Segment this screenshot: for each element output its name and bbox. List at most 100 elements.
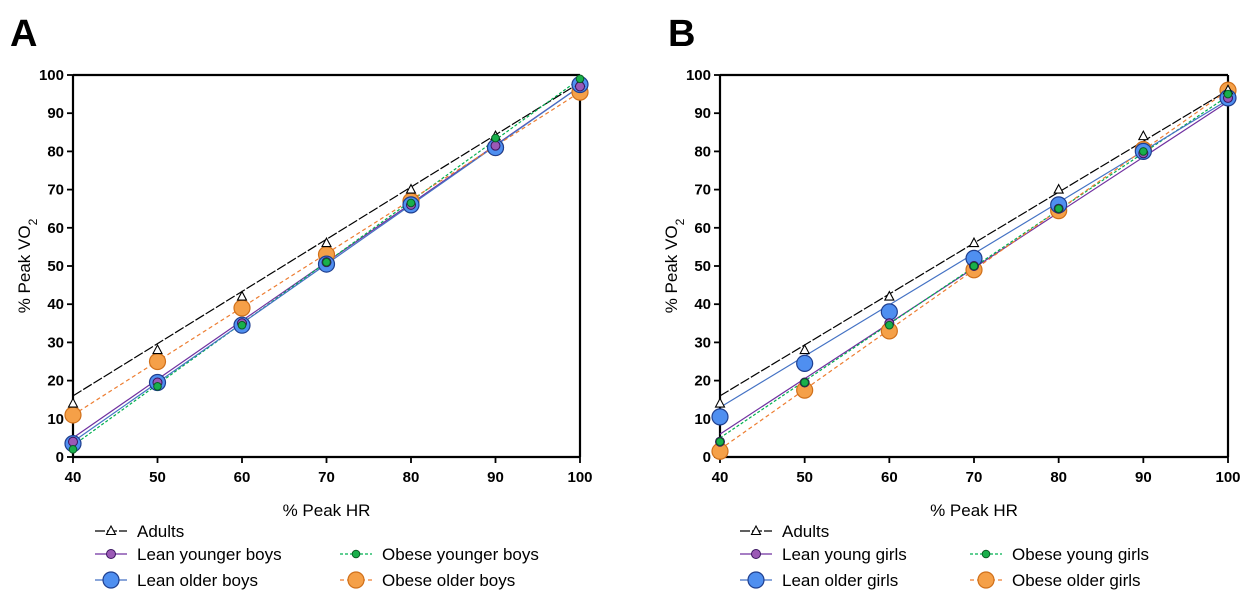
legend-entry: Obese older girls (970, 571, 1141, 590)
y-tick-label: 20 (47, 373, 64, 390)
y-tick-label: 10 (47, 411, 64, 428)
x-tick-label: 100 (567, 469, 592, 486)
y-tick-label: 90 (694, 105, 711, 122)
data-point (152, 343, 163, 355)
data-point (321, 236, 332, 248)
legend-label: Lean older boys (137, 571, 258, 590)
legend-entry: Obese older boys (340, 571, 515, 590)
x-tick-label: 50 (149, 469, 166, 486)
panel-letter: A (10, 13, 37, 55)
data-point (800, 378, 809, 387)
data-point (237, 320, 247, 330)
y-tick-label: 70 (694, 182, 711, 199)
data-point (969, 261, 979, 271)
legend-entry: Lean older girls (740, 571, 898, 590)
x-tick-label: 100 (1215, 469, 1240, 486)
legend-marker (751, 549, 761, 559)
data-point (406, 198, 416, 208)
data-point (236, 290, 248, 301)
data-point (1137, 129, 1149, 141)
data-point (68, 436, 78, 447)
y-tick-label: 50 (694, 258, 711, 275)
data-point (880, 303, 898, 321)
legend-entry: Lean older boys (95, 571, 258, 590)
y-tick-label: 70 (47, 182, 64, 199)
data-point (796, 354, 814, 373)
legend-entry: Obese younger boys (340, 545, 539, 564)
legend-label: Lean young girls (782, 545, 907, 564)
data-point (491, 133, 500, 143)
legend-marker (102, 571, 120, 589)
x-tick-label: 40 (712, 469, 729, 486)
data-point (64, 406, 82, 424)
x-tick-label: 90 (1135, 469, 1152, 486)
legend-label: Obese younger boys (382, 545, 539, 564)
data-point (67, 397, 79, 408)
y-tick-label: 60 (694, 220, 711, 237)
data-point (148, 352, 167, 371)
data-point (1053, 183, 1065, 194)
y-tick-label: 40 (694, 296, 711, 313)
y-tick-label: 0 (56, 449, 64, 466)
legend-marker (105, 524, 117, 536)
data-point (714, 397, 726, 408)
legend-label: Obese older girls (1012, 571, 1141, 590)
legend-marker (351, 549, 361, 559)
data-point (799, 343, 811, 355)
data-point (490, 140, 501, 151)
y-tick-label: 80 (47, 143, 64, 160)
legend-label: Adults (782, 522, 829, 541)
data-point (233, 299, 251, 317)
data-point (153, 382, 162, 391)
data-point (68, 445, 78, 454)
x-tick-label: 70 (318, 469, 335, 486)
legend-entry: Lean young girls (740, 545, 907, 564)
data-point (715, 437, 725, 447)
y-tick-label: 10 (694, 411, 711, 428)
x-tick-label: 60 (881, 469, 898, 486)
legend-marker (750, 524, 762, 536)
y-tick-label: 30 (694, 334, 711, 351)
data-point (711, 408, 729, 426)
y-tick-label: 0 (703, 449, 711, 466)
data-point (968, 236, 980, 248)
y-tick-label: 50 (47, 258, 64, 275)
x-tick-label: 90 (487, 469, 504, 486)
data-point (575, 81, 585, 92)
legend-marker (106, 549, 116, 559)
data-point (1054, 204, 1063, 213)
x-tick-label: 60 (234, 469, 251, 486)
y-tick-label: 90 (47, 105, 64, 122)
legend-marker (347, 571, 365, 589)
y-axis-title: % Peak VO2 (662, 218, 687, 313)
legend-label: Obese young girls (1012, 545, 1149, 564)
legend-entry: Adults (740, 522, 829, 541)
legend-label: Lean older girls (782, 571, 898, 590)
legend-entry: Obese young girls (970, 545, 1149, 564)
panel-letter: B (668, 13, 695, 55)
legend-entry: Adults (95, 522, 184, 541)
x-tick-label: 40 (65, 469, 82, 486)
legend-marker (981, 549, 991, 559)
data-point (405, 183, 417, 194)
y-tick-label: 20 (694, 373, 711, 390)
legend-marker (977, 571, 995, 589)
legend-label: Obese older boys (382, 571, 515, 590)
y-tick-label: 40 (47, 296, 64, 313)
y-tick-label: 60 (47, 220, 64, 237)
x-tick-label: 80 (1050, 469, 1067, 486)
data-point (322, 257, 331, 267)
x-tick-label: 50 (796, 469, 813, 486)
x-tick-label: 80 (403, 469, 420, 486)
data-point (885, 320, 894, 330)
y-tick-label: 100 (39, 67, 64, 84)
chart-panel-a: A 0 10 20 30 40 50 60 70 80 90 100 40 50 60 70 80 90 100 % … (10, 13, 593, 590)
chart-panel-b: B 0 10 20 30 40 50 60 70 80 90 100 40 50 60 70 80 90 100 % … (662, 13, 1241, 590)
legend-entry: Lean younger boys (95, 545, 282, 564)
data-point (1223, 89, 1233, 99)
x-tick-label: 70 (966, 469, 983, 486)
y-axis-title: % Peak VO2 (15, 218, 40, 313)
legend-label: Lean younger boys (137, 545, 282, 564)
x-axis-title: % Peak HR (930, 501, 1018, 520)
